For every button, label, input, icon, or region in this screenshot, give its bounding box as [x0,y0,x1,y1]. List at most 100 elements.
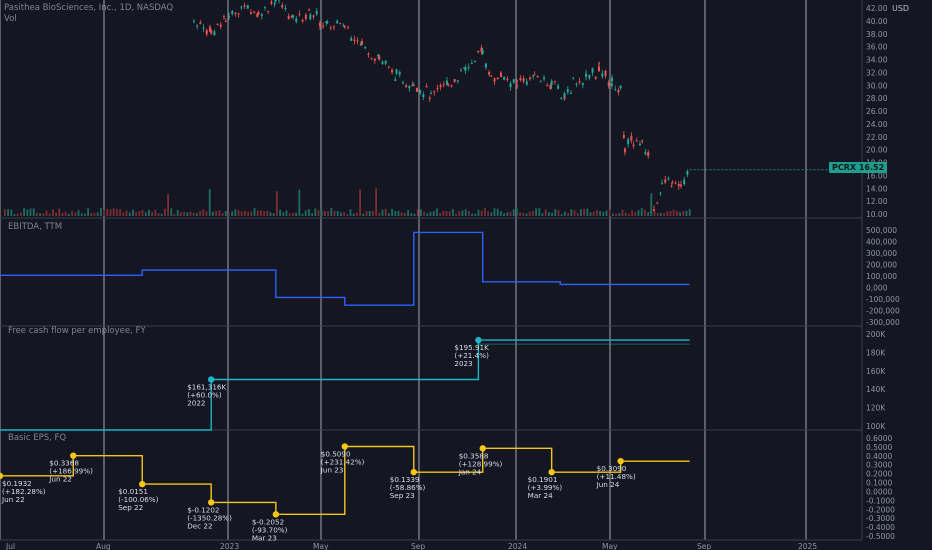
candle-body [623,148,626,153]
volume-bar [650,193,653,216]
y-tick-label: -0.2000 [866,505,895,514]
volume-bar [637,209,640,216]
volume-bar [615,213,617,216]
volume-bar [375,188,377,216]
candle-body [342,25,345,27]
candle-body [312,15,315,17]
volume-bar [32,208,35,216]
candle-body [401,82,404,84]
volume-bar [125,210,128,216]
volume-bar [154,209,157,216]
candle-body [674,183,677,185]
candle-body [256,13,259,18]
eps-annotation-label: Dec 22 [187,521,212,530]
candle-body [318,22,321,27]
candle-body [405,85,408,88]
candle-body [499,72,502,77]
volume-bar [384,208,387,216]
x-tick-label: 2024 [508,542,527,550]
volume-bar [106,209,109,216]
candle-body [512,79,515,83]
volume-bar [112,208,115,216]
volume-bar [551,212,553,216]
y-tick-label: 16.00 [866,171,888,180]
y-tick-label: 0,000 [866,284,888,293]
candle-body [563,97,566,99]
eps-annotation-label: Mar 24 [528,491,553,500]
y-tick-label: 14.00 [866,184,888,193]
volume-bar [596,210,598,216]
candle-body [326,21,329,23]
volume-bar [253,208,256,216]
volume-bar [349,209,352,216]
candle-body [213,31,216,36]
volume-bar [90,212,93,216]
volume-bar [7,209,9,216]
x-tick-label: Sep [697,542,711,550]
volume-bar [679,212,681,216]
candle-body [370,58,373,60]
candle-body [464,67,467,71]
volume-bar [570,209,573,216]
volume-bar [605,210,608,216]
volume-bar [55,212,57,216]
candle-body [384,60,387,64]
volume-bar [583,208,585,216]
eps-annotation-label: (+182.28%) [2,487,46,496]
eps-annotation-label: Jun 24 [596,480,620,489]
volume-bar [196,213,198,216]
volume-bar [653,210,656,216]
candle-body [298,13,301,15]
candle-body [447,84,450,86]
volume-bar [352,213,355,216]
candle-body [619,85,622,89]
candle-body [205,30,208,35]
candle-body [686,171,689,175]
candle-body [671,181,674,183]
eps-annotation-label: $-0.1202 [187,505,219,514]
candle-body [267,11,270,13]
volume-bar [685,210,688,216]
y-tick-label: 28.00 [866,94,888,103]
volume-bar [42,213,45,216]
candle-body [670,186,673,188]
candle-body [246,5,249,9]
candle-body [581,83,584,86]
candle-body [453,79,456,83]
volume-bar [621,209,624,216]
y-tick-label: 34.00 [866,56,888,65]
volume-bar [189,211,192,216]
candle-body [219,24,222,27]
volume-bar [224,210,227,216]
fcf-annotation-label: (+21.4%) [454,351,489,360]
candle-body [549,85,552,90]
y-tick-label: 200K [866,330,886,339]
candle-body [496,77,499,80]
eps-annotation-label: $0.3090 [597,464,627,473]
volume-bar [84,213,86,216]
volume-bar [592,211,595,216]
candle-body [543,77,546,80]
volume-bar [87,208,89,216]
y-tick-label: 100,000 [866,272,897,281]
volume-bar [400,212,403,216]
eps-annotation-point [341,443,348,450]
y-tick-label: 26.00 [866,107,888,116]
candle-body [474,61,477,63]
volume-bar [333,210,336,216]
eps-annotation-label: $-0.2052 [252,517,284,526]
volume-bar [58,208,61,216]
candle-body [677,184,680,187]
volume-bar [240,211,243,216]
volume-bar [388,213,390,216]
candle-body [578,81,581,83]
candle-body [192,20,195,22]
candle-body [450,85,453,87]
y-tick-label: 400,000 [866,238,897,247]
volume-bar [420,209,422,216]
candle-body [641,140,644,142]
candle-body [308,9,311,11]
candle-body [394,79,397,81]
y-tick-label: 12.00 [866,197,888,206]
